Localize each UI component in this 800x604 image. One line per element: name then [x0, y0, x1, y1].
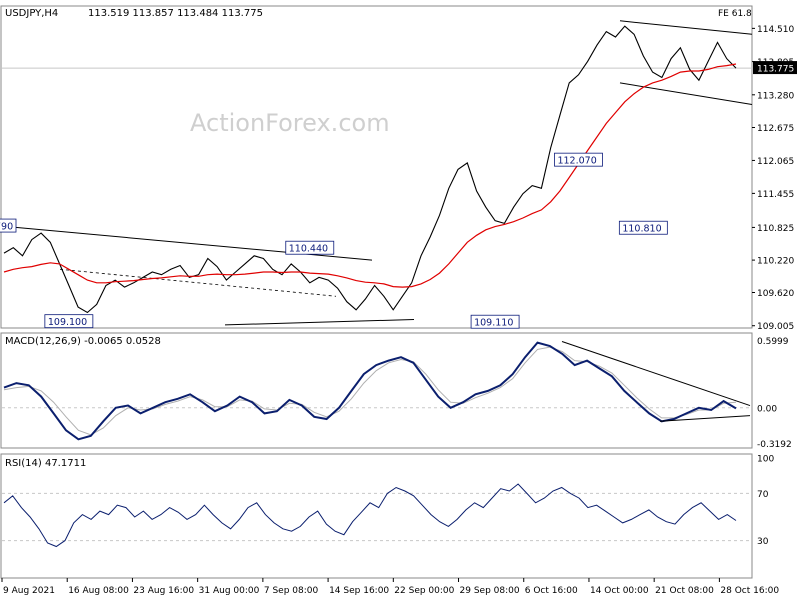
time-tick-label: 14 Oct 00:00 [590, 586, 649, 596]
time-tick-label: 9 Aug 2021 [3, 586, 55, 596]
rsi-tick-label: 30 [757, 537, 769, 547]
annotation-box [470, 314, 520, 329]
channel-lower-line [224, 319, 415, 326]
macd-series [3, 341, 737, 441]
rsi-line [3, 483, 737, 548]
annotation-label: 109.110 [474, 318, 513, 329]
price-tick-label: 114.510 [757, 25, 794, 35]
rsi-tick-label: 70 [757, 490, 769, 500]
macd-lower-trendline [659, 415, 751, 422]
lower-trendline [619, 82, 753, 106]
macd-line [3, 341, 737, 441]
price-annotation: 109.100 [44, 314, 94, 329]
time-axis: 9 Aug 2021 16 Aug 08:00 23 Aug 16:00 31 Aug… [1, 578, 779, 596]
fe-label: FE 61.8 [718, 9, 752, 19]
price-annotation: 112.070 [554, 152, 603, 167]
price-tick-label: 109.620 [757, 289, 794, 299]
price-tick-label: 110.825 [757, 224, 794, 234]
price-tick-label: 110.220 [757, 257, 794, 267]
price-annotation: 109.110 [470, 314, 520, 329]
macd-axis: 0.5999 0.00 -0.3192 [2, 337, 792, 450]
macd-tick-label: 0.00 [757, 404, 777, 414]
channel-dashed-line [59, 268, 337, 297]
price-axis: 114.510113.895113.280112.675112.065111.4… [752, 25, 797, 332]
price-panel-frame [0, 5, 753, 329]
annotation-label: 109.100 [48, 317, 87, 328]
time-tick-label: 28 Oct 16:00 [720, 586, 779, 596]
price-tick-label: 109.005 [757, 322, 794, 332]
time-tick-label: 7 Sep 08:00 [264, 586, 319, 596]
price-series [3, 25, 737, 314]
annotation-box [44, 314, 94, 329]
price-tick-label: 111.455 [757, 190, 794, 200]
macd-tick-label: -0.3192 [757, 440, 792, 450]
macd-panel-frame [0, 332, 753, 449]
watermark-text: ActionForex.com [190, 109, 390, 137]
rsi-panel-frame [0, 453, 753, 579]
annotation-box [285, 240, 335, 255]
annotation-label: 110.440 [289, 244, 328, 255]
macd-tick-label: 0.5999 [757, 337, 789, 347]
time-tick-label: 21 Oct 08:00 [655, 586, 714, 596]
price-tick-label: 113.280 [757, 91, 794, 101]
price-annotation: 110.810 [618, 220, 668, 235]
time-tick-label: 29 Sep 08:00 [460, 586, 520, 596]
rsi-title-label: RSI(14) 47.1711 [5, 458, 86, 469]
price-annotation: 790 [0, 218, 17, 233]
rsi-tick-label: 100 [757, 455, 774, 465]
macd-upper-trendline [561, 341, 751, 407]
annotation-label: 790 [0, 222, 13, 233]
chart-symbol-label: USDJPY,H4 [5, 8, 58, 19]
rsi-series [3, 483, 737, 548]
current-price-tag [753, 61, 797, 75]
time-tick-label: 22 Sep 00:00 [394, 586, 454, 596]
annotation-box [618, 220, 668, 235]
upper-trendline [619, 20, 753, 35]
time-tick-label: 23 Aug 16:00 [133, 586, 194, 596]
price-annotation: 110.440 [285, 240, 335, 255]
price-trendlines [1, 20, 753, 326]
macd-title-label: MACD(12,26,9) -0.0065 0.0528 [5, 336, 161, 347]
time-tick-label: 6 Oct 16:00 [525, 586, 578, 596]
price-line [3, 25, 737, 314]
time-tick-label: 16 Aug 08:00 [68, 586, 129, 596]
rsi-axis: 100 70 30 [2, 455, 774, 547]
macd-signal-line [3, 346, 737, 436]
time-tick-label: 14 Sep 16:00 [329, 586, 389, 596]
price-tick-label: 112.065 [757, 157, 794, 167]
ohlc-values-label: 113.519 113.857 113.484 113.775 [88, 8, 263, 19]
price-tick-label: 112.675 [757, 124, 794, 134]
moving-average-line [3, 63, 737, 288]
annotation-label: 110.810 [622, 224, 661, 235]
annotation-label: 112.070 [557, 156, 596, 167]
annotation-box [554, 152, 603, 167]
time-tick-label: 31 Aug 00:00 [199, 586, 260, 596]
macd-trendlines [561, 341, 751, 422]
annotation-box [0, 218, 17, 233]
current-price-label: 113.775 [757, 65, 794, 75]
price-annotations: 790109.100110.440109.110112.070110.81011… [0, 152, 668, 329]
